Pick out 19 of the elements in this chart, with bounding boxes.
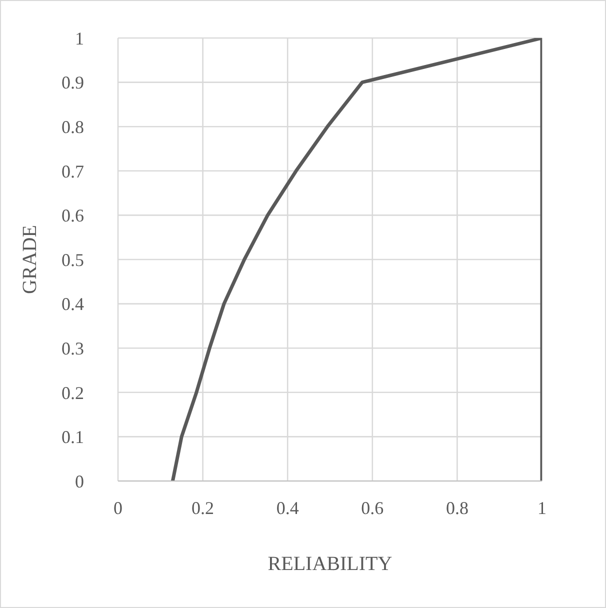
- x-axis-title: RELIABILITY: [268, 553, 392, 576]
- y-tick-label: 0.2: [62, 382, 84, 403]
- y-tick-label: 0.6: [62, 206, 84, 226]
- y-tick-label: 0.8: [62, 116, 84, 137]
- x-tick-label: 0: [114, 498, 122, 518]
- x-tick-label: 0.4: [276, 498, 299, 518]
- y-tick-label: 0.3: [62, 338, 84, 358]
- y-tick-label: 0.4: [62, 294, 84, 314]
- y-tick-label: 1: [75, 28, 84, 48]
- x-tick-label: 0.8: [446, 498, 468, 518]
- y-tick-label: 0.9: [62, 72, 84, 93]
- x-tick-label: 0.2: [192, 498, 214, 518]
- y-axis-title: GRADE: [19, 225, 42, 294]
- y-tick-label: 0: [75, 471, 84, 492]
- y-tick-label: 0.1: [62, 427, 84, 448]
- y-tick-label: 0.5: [62, 250, 84, 270]
- y-tick-label: 0.7: [62, 161, 84, 182]
- x-tick-label: 0.6: [361, 498, 384, 518]
- x-tick-label: 1: [538, 498, 546, 518]
